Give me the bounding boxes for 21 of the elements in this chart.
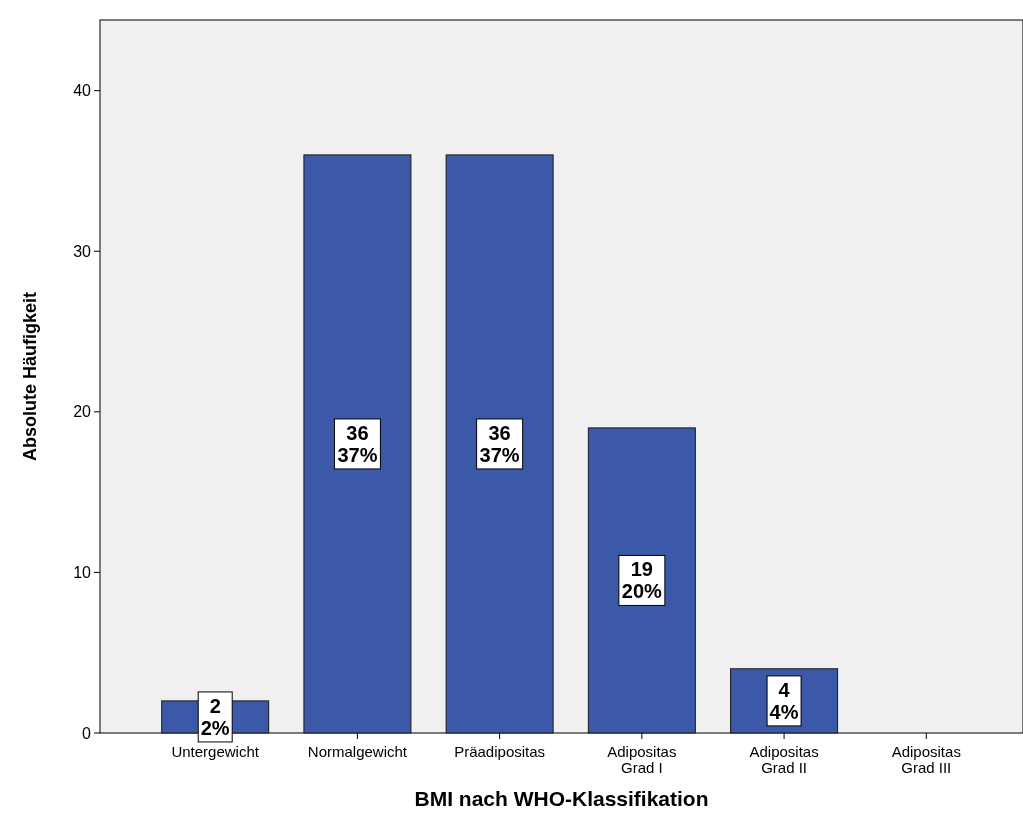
x-axis-title: BMI nach WHO-Klassifikation bbox=[414, 787, 709, 810]
y-tick-label: 30 bbox=[73, 242, 92, 260]
x-tick-label: Adipositas Grad III bbox=[891, 743, 961, 776]
x-tick-label: Untergewicht bbox=[171, 743, 260, 760]
x-tick-label: Präadipositas bbox=[454, 743, 546, 760]
x-tick-label: Adipositas Grad II bbox=[749, 743, 819, 776]
data-label: 2 2% bbox=[200, 694, 230, 739]
data-label: 4 4% bbox=[769, 678, 799, 723]
y-axis-title: Absolute Häufigkeit bbox=[20, 291, 40, 462]
y-tick-label: 10 bbox=[73, 564, 92, 582]
data-label: 36 37% bbox=[337, 421, 378, 466]
data-label: 19 20% bbox=[621, 558, 663, 603]
bar bbox=[587, 427, 696, 734]
y-tick-label: 0 bbox=[82, 724, 92, 742]
x-tick-label: Normalgewicht bbox=[307, 743, 408, 760]
bar bbox=[303, 154, 412, 734]
bar bbox=[445, 154, 554, 734]
data-label: 36 37% bbox=[479, 421, 520, 466]
x-tick-label: Adipositas Grad I bbox=[607, 743, 677, 776]
y-tick-label: 20 bbox=[73, 403, 92, 421]
y-tick-label: 40 bbox=[73, 82, 92, 100]
